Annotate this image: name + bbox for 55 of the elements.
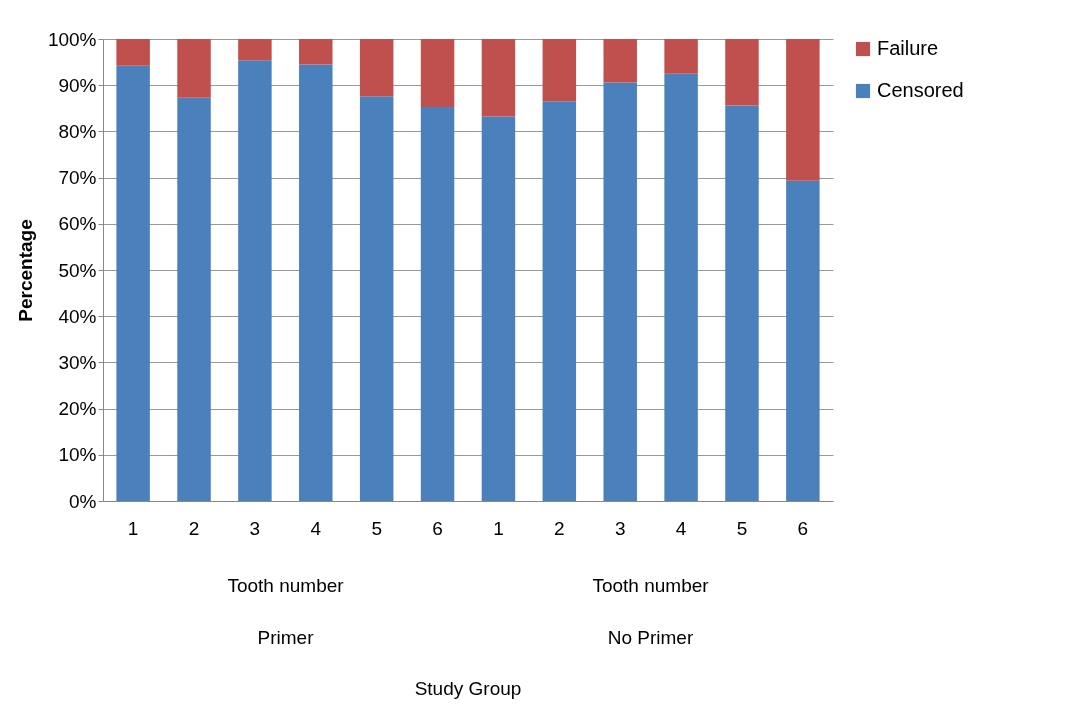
x-tick-label: 1 — [493, 517, 504, 539]
y-tick-label: 80% — [58, 120, 97, 142]
y-tick-label: 90% — [58, 74, 97, 96]
bar — [238, 39, 272, 61]
y-tick-label: 70% — [58, 167, 97, 189]
bar — [481, 116, 516, 501]
bar — [177, 39, 211, 98]
bar — [664, 73, 698, 501]
bar — [725, 39, 759, 106]
x-tick-label: 4 — [310, 517, 322, 539]
y-tick-label: 10% — [58, 444, 97, 466]
text: Study Group — [414, 678, 522, 699]
x-tick-label: 6 — [432, 517, 443, 539]
bar — [542, 101, 577, 501]
legend-label: Censored — [877, 79, 964, 101]
y-tick-label: 40% — [58, 305, 97, 327]
text: No Primer — [607, 627, 694, 648]
y-axis-title: Percentage — [14, 219, 36, 322]
bar — [359, 96, 394, 501]
x-tick-label: 1 — [127, 517, 139, 539]
bar — [725, 105, 759, 501]
bar — [664, 39, 698, 74]
y-tick-label: 0% — [69, 490, 97, 512]
bar — [420, 39, 455, 107]
bar — [238, 60, 272, 501]
bar — [786, 180, 820, 501]
x-tick-label: 4 — [675, 517, 687, 539]
bar — [542, 39, 577, 102]
x-tick-label: 5 — [736, 517, 748, 539]
bar — [116, 39, 150, 66]
bar — [603, 82, 637, 501]
bar — [299, 39, 333, 65]
x-tick-label: 2 — [188, 517, 200, 539]
x-tick-label: 2 — [554, 517, 565, 539]
bar — [420, 106, 455, 501]
bar — [359, 39, 394, 97]
x-tick-label: 3 — [614, 517, 626, 539]
x-tick-label: 6 — [797, 517, 809, 539]
x-tick-label: 5 — [371, 517, 382, 539]
y-tick-label: 30% — [58, 351, 97, 373]
legend-label: Failure — [877, 37, 939, 59]
bar — [177, 97, 211, 501]
y-tick-label: 20% — [58, 398, 97, 420]
text: Primer — [257, 627, 315, 648]
bar — [603, 39, 637, 83]
bar — [481, 39, 516, 117]
bar — [116, 65, 150, 501]
bar — [299, 64, 333, 501]
y-tick-label: 100% — [47, 28, 97, 50]
bar — [786, 39, 820, 181]
text: Tooth number — [227, 575, 345, 596]
y-tick-label: 60% — [58, 213, 97, 235]
text: Tooth number — [592, 575, 710, 596]
y-tick-label: 50% — [58, 259, 97, 281]
x-tick-label: 3 — [249, 517, 261, 539]
